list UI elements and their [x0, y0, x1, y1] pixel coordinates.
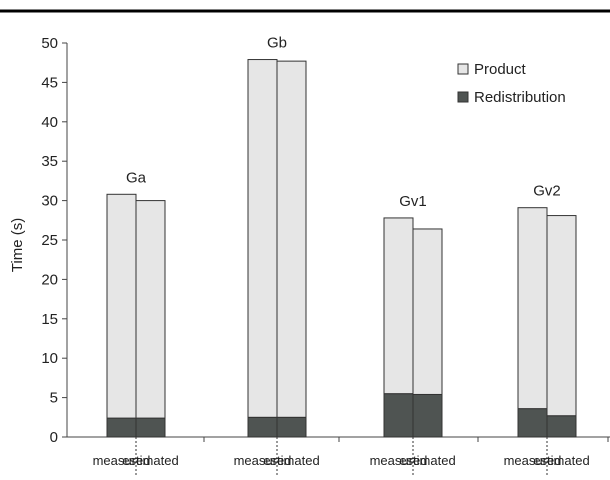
x-tick-label: measured [93, 453, 151, 468]
y-tick-label: 20 [41, 271, 58, 288]
legend: Product Redistribution [457, 61, 566, 106]
y-tick-label: 40 [41, 114, 58, 131]
bar-segment-redistribution [247, 416, 278, 438]
legend-label: Redistribution [474, 89, 566, 106]
bar-segment-redistribution [135, 417, 166, 438]
group-label: Gb [267, 35, 287, 52]
bar-segment-product [276, 60, 307, 418]
bar-segment-product [517, 207, 548, 410]
y-tick-label: 0 [50, 429, 58, 446]
bar-segment-redistribution [383, 393, 414, 438]
y-tick-label: 15 [41, 311, 58, 328]
x-tick-label: measured [504, 453, 562, 468]
group-label: Gv2 [533, 183, 561, 200]
y-axis-label: Time (s) [9, 218, 26, 272]
bar-segment-product [546, 215, 577, 417]
y-tick-label: 5 [50, 390, 58, 407]
y-tick-label: 35 [41, 153, 58, 170]
bars [106, 59, 577, 438]
bar-segment-redistribution [106, 417, 137, 438]
bar-segment-redistribution [517, 408, 548, 438]
x-tick-label: estimated [533, 453, 589, 468]
y-tick-label: 30 [41, 193, 58, 210]
group-label: Ga [126, 169, 147, 186]
y-tick-label: 45 [41, 74, 58, 91]
x-tick-label: estimated [263, 453, 319, 468]
legend-label: Product [474, 61, 527, 78]
bar-segment-product [135, 200, 166, 419]
bar-segment-product [247, 59, 278, 418]
bar-segment-redistribution [412, 393, 443, 438]
x-tick-label: measured [370, 453, 428, 468]
legend-swatch [457, 91, 469, 103]
y-tick-label: 10 [41, 350, 58, 367]
x-tick-label: estimated [399, 453, 455, 468]
x-tick-label: estimated [122, 453, 178, 468]
bar-segment-product [106, 193, 137, 419]
y-tick-label: 25 [41, 232, 58, 249]
bar-segment-redistribution [546, 415, 577, 438]
group-labels: Ga Gb Gv1 Gv2 [126, 35, 561, 210]
bar-segment-product [412, 228, 443, 395]
group-label: Gv1 [399, 193, 427, 210]
legend-swatch [457, 63, 469, 75]
bar-segment-product [383, 217, 414, 395]
y-tick-label: 50 [41, 35, 58, 52]
x-tick-label: measured [234, 453, 292, 468]
y-axis: 0 5 10 15 20 25 30 35 40 45 50 [41, 35, 68, 446]
bar-segment-redistribution [276, 416, 307, 438]
